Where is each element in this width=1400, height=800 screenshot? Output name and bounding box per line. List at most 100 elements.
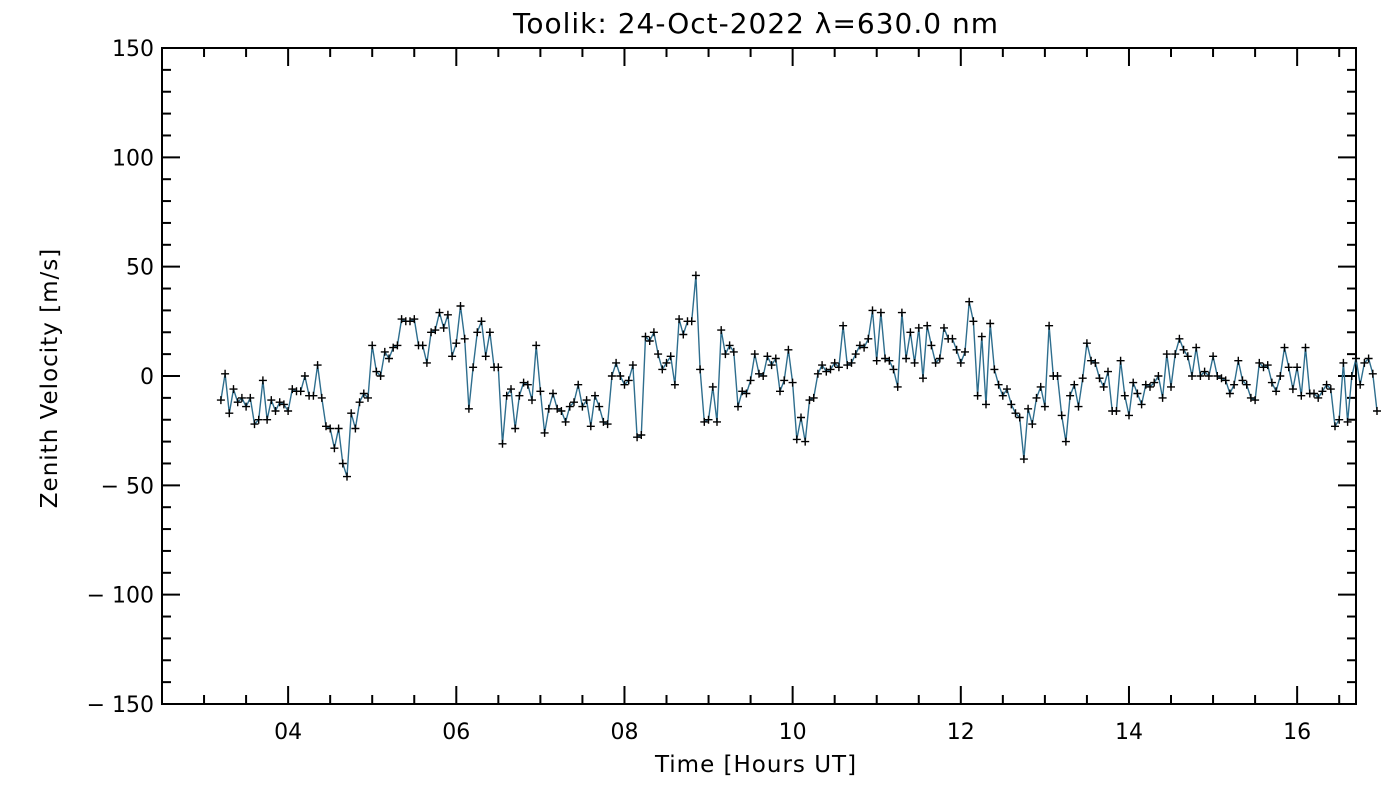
data-point-marker [691, 271, 700, 280]
data-point-marker [1326, 385, 1335, 394]
data-point-marker [818, 361, 827, 370]
data-point-marker [591, 391, 599, 400]
data-point-marker [767, 361, 776, 370]
data-point-marker [990, 365, 999, 374]
data-point-marker [397, 315, 406, 324]
data-point-marker [1301, 343, 1310, 352]
data-point-marker [368, 341, 377, 350]
y-tick-label: − 100 [87, 584, 154, 609]
y-tick-label: − 150 [87, 693, 154, 718]
data-point-marker [910, 358, 919, 367]
x-axis-label: Time [Hours UT] [654, 752, 857, 778]
data-point-marker [511, 424, 520, 433]
data-point-marker [792, 435, 801, 444]
data-point-marker [982, 400, 990, 409]
x-tick-label: 16 [1283, 720, 1311, 745]
data-point-marker [1078, 374, 1087, 383]
data-point-marker [477, 317, 486, 326]
data-point-marker [746, 376, 755, 385]
data-point-marker [902, 354, 911, 363]
data-point-marker [1331, 422, 1339, 431]
data-point-marker [872, 356, 881, 365]
data-point-marker [784, 345, 793, 354]
data-point-marker [1028, 420, 1037, 429]
data-point-marker [952, 345, 961, 354]
data-point-marker [376, 372, 385, 380]
data-point-marker [670, 380, 679, 389]
data-point-marker [830, 358, 839, 367]
data-point-marker [540, 428, 549, 437]
data-point-marker [225, 409, 234, 418]
data-point-marker [864, 334, 873, 343]
data-point-marker [1200, 367, 1209, 376]
data-point-marker [1179, 345, 1188, 354]
data-point-marker [1188, 372, 1196, 380]
data-point-marker [561, 417, 570, 426]
y-tick-label: 0 [140, 365, 154, 390]
data-point-marker [485, 328, 494, 337]
data-point-marker [1217, 374, 1226, 383]
data-point-marker [578, 402, 587, 411]
data-point-marker [418, 341, 427, 350]
data-point-marker [679, 330, 688, 339]
data-point-marker [713, 417, 721, 426]
data-point-marker [338, 459, 347, 468]
data-point-marker [216, 396, 225, 405]
data-point-marker [721, 350, 730, 359]
data-point-marker [1032, 393, 1041, 402]
data-point-marker [624, 376, 633, 385]
data-point-marker [893, 382, 902, 391]
data-point-marker [1162, 350, 1171, 359]
data-point-marker [300, 372, 309, 380]
data-point-marker [237, 393, 246, 402]
data-point-marker [1364, 354, 1373, 363]
data-point-marker [1246, 393, 1255, 402]
data-point-marker [1183, 352, 1192, 361]
data-point-marker [275, 398, 284, 407]
data-point-marker [1158, 393, 1167, 402]
data-point-marker [309, 391, 318, 400]
data-point-marker [1007, 400, 1016, 409]
data-point-marker [662, 358, 671, 367]
y-tick-label: 50 [126, 256, 154, 281]
data-point-marker [1133, 389, 1142, 398]
series-markers [216, 271, 1381, 481]
data-point-marker [431, 326, 440, 335]
data-point-marker [801, 437, 810, 446]
data-point-marker [351, 424, 360, 433]
data-point-marker [1360, 358, 1369, 367]
data-point-marker [998, 391, 1007, 400]
data-point-marker [969, 317, 978, 326]
data-point-marker [919, 374, 927, 383]
data-point-marker [1297, 391, 1306, 400]
data-point-marker [1310, 389, 1318, 398]
data-point-marker [628, 361, 637, 370]
data-point-marker [696, 365, 705, 374]
data-point-marker [1318, 387, 1327, 396]
data-point-marker [422, 358, 431, 367]
data-point-marker [1074, 402, 1083, 411]
x-tick-label: 10 [779, 720, 807, 745]
data-point-marker [1255, 358, 1264, 367]
data-point-marker [229, 385, 238, 394]
data-point-marker [334, 424, 343, 433]
data-point-marker [359, 389, 368, 398]
data-point-marker [868, 306, 877, 315]
data-point-marker [544, 404, 553, 413]
data-point-marker [347, 409, 356, 418]
data-point-marker [1339, 358, 1348, 367]
data-point-marker [1091, 358, 1100, 367]
data-point-marker [1192, 343, 1201, 352]
data-point-marker [675, 315, 684, 324]
data-point-marker [1045, 321, 1054, 330]
data-point-marker [649, 328, 658, 337]
data-point-marker [246, 393, 255, 402]
data-point-marker [1288, 385, 1297, 394]
data-point-marker [805, 396, 814, 405]
data-point-marker [1293, 363, 1302, 372]
data-point-marker [717, 326, 726, 335]
data-point-marker [1015, 413, 1024, 422]
data-point-marker [923, 321, 932, 330]
data-point-marker [645, 337, 654, 345]
